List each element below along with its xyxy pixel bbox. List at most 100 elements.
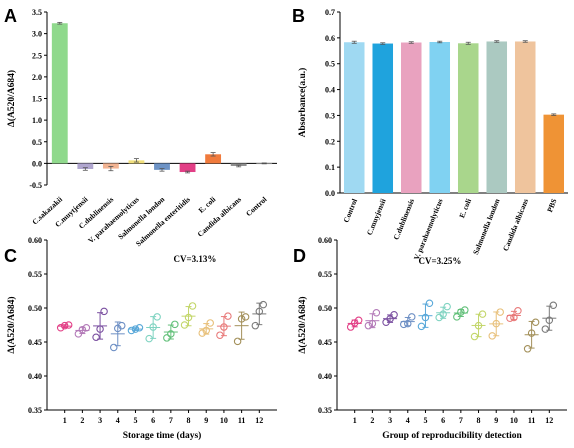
panel-d-cv-annotation: CV=3.25% <box>419 256 462 266</box>
panel-c-y-tick-label: 0.45 <box>28 338 42 347</box>
panel-b-y-tick-label: 0.7 <box>325 8 335 17</box>
panel-c-point <box>180 321 189 329</box>
panel-c-point <box>202 326 210 335</box>
panel-d-point <box>364 321 373 330</box>
panel-a-bar-chart: -0.5 0.0 0.5 1.0 1.5 2.0 2.5 3.0 3.5 Δ(A520/A684)… <box>6 8 277 248</box>
panel-c-point <box>167 330 175 338</box>
panel-a-bar <box>179 163 196 173</box>
panel-c-point <box>110 343 118 352</box>
panel-b-y-tick-label: 0.5 <box>325 60 335 69</box>
panel-c-point <box>255 307 264 316</box>
panel-d-x-tick-label: 9 <box>494 416 498 425</box>
panel-d-point <box>346 323 355 331</box>
panel-a-y-tick-label: 1.0 <box>32 116 42 125</box>
panel-d-y-tick-label: 0.40 <box>318 372 332 381</box>
panel-a-y-tick-label: 0.0 <box>32 159 42 168</box>
panel-c-x-tick-label: 4 <box>116 416 120 425</box>
panel-d-x-tick-label: 4 <box>406 416 410 425</box>
panel-d-point <box>478 310 487 318</box>
panel-b-y-tick-label: 0.2 <box>325 137 335 146</box>
panel-c-point <box>153 313 161 321</box>
panel-c-y-tick-label: 0.60 <box>28 236 42 245</box>
panel-d-point <box>386 315 394 323</box>
panel-a-y-axis-title: Δ(A520/A684) <box>6 70 17 127</box>
panel-c-point <box>60 321 69 330</box>
panel-d-y-tick-label: 0.50 <box>318 304 332 313</box>
panel-c-point <box>233 337 242 346</box>
panel-c-point <box>100 307 108 316</box>
panel-c-point <box>96 325 104 333</box>
panel-d-x-tick-label: 8 <box>477 416 481 425</box>
panel-c-point <box>131 325 140 333</box>
panel-d-y-tick-label: 0.45 <box>318 338 332 347</box>
panel-b-category-label: C.dublinensis <box>391 197 416 241</box>
panel-c-point <box>241 313 250 321</box>
panel-d-point <box>506 314 514 322</box>
panel-c-x-tick-label: 1 <box>63 416 67 425</box>
panel-d-point <box>354 316 363 324</box>
panel-c-y-tick-label: 0.50 <box>28 304 42 313</box>
panel-d-point <box>461 306 469 314</box>
panel-d-point <box>531 318 540 327</box>
panel-c-point <box>64 321 73 329</box>
panel-d-y-tick-label: 0.55 <box>318 270 332 279</box>
panel-a-y-tick-label: 1.5 <box>32 95 42 104</box>
panel-c-point <box>237 315 246 323</box>
panel-b-bar-chart: 0.0 0.1 0.2 0.3 0.4 0.5 0.6 0.7 Absorbance(a.u.)… <box>297 8 568 261</box>
panel-d-point <box>417 322 426 331</box>
panel-d-point <box>408 313 416 321</box>
panel-d-y-tick-label: 0.60 <box>318 236 332 245</box>
panel-d-point <box>421 313 430 322</box>
panel-d-point <box>439 310 447 318</box>
panel-letter-c: C <box>4 246 17 266</box>
panel-d-point <box>453 313 461 321</box>
panel-d-point <box>492 319 500 328</box>
panel-b-category-label: Salmonella london <box>471 197 502 256</box>
panel-c-point <box>78 326 87 334</box>
panel-c-point <box>184 313 193 322</box>
panel-a-category-label: Control <box>244 195 269 218</box>
panel-b-y-tick-label: 0.4 <box>325 86 335 95</box>
panel-b-category-label: PBS <box>545 197 559 213</box>
panel-c-x-tick-label: 11 <box>238 416 246 425</box>
panel-c-point <box>188 302 197 310</box>
panel-c-point <box>224 312 232 320</box>
panel-c-point <box>220 323 228 331</box>
panel-c-point <box>163 334 171 342</box>
panel-b-bar <box>372 43 394 193</box>
panel-b-category-label: Control <box>341 197 359 223</box>
panel-b-y-axis-title: Absorbance(a.u.) <box>297 68 308 138</box>
panel-d-x-tick-label: 2 <box>370 416 374 425</box>
panel-b-category-label: C.muyjensii <box>365 197 388 236</box>
panel-a-bar <box>154 163 170 170</box>
panel-c-x-tick-label: 8 <box>187 416 191 425</box>
panel-d-point <box>474 321 483 330</box>
panel-d-point <box>425 299 434 307</box>
panel-c-point <box>127 326 136 335</box>
panel-a-bar <box>230 163 247 166</box>
panel-b-bar <box>514 41 536 193</box>
panel-b-category-label: V. parahaemolyticus <box>412 197 445 261</box>
panel-d-x-tick-label: 7 <box>459 416 463 425</box>
panel-d-point <box>404 319 412 328</box>
panel-b-bar <box>457 43 479 194</box>
panel-d-point <box>470 332 479 341</box>
panel-d-point <box>527 329 536 337</box>
panel-a-bar <box>77 163 94 169</box>
panel-d-point <box>390 311 398 319</box>
panel-c-point <box>251 321 260 330</box>
panel-d-x-tick-label: 5 <box>423 416 427 425</box>
panel-b-y-tick-label: 0.1 <box>325 163 335 172</box>
panel-b-bar <box>429 41 451 193</box>
panel-a-category-label: E. coli <box>197 195 218 215</box>
panel-d-point <box>523 345 532 353</box>
panel-d-scatter-chart: 0.350.400.450.500.550.60Δ(A520/A684)1 2 3 4… <box>297 236 567 441</box>
panel-a-y-tick-label: 0.5 <box>32 138 42 147</box>
panel-c-point <box>259 300 268 309</box>
panel-d-x-tick-label: 6 <box>441 416 445 425</box>
panel-c-point <box>206 319 214 327</box>
panel-c-point <box>74 330 83 338</box>
panel-d-x-tick-label: 1 <box>353 416 357 425</box>
panel-a-y-tick-label: 2.0 <box>32 73 42 82</box>
